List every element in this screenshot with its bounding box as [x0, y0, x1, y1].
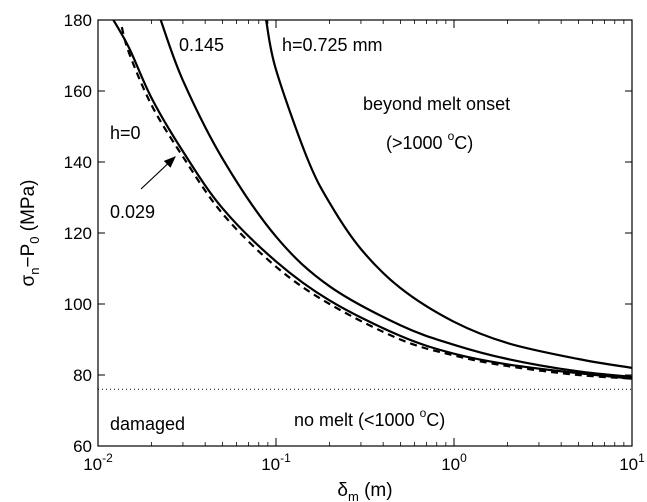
x-tick-label: 10-2 — [83, 451, 113, 474]
y-tick-label: 60 — [73, 437, 92, 456]
curve-label-0145: 0.145 — [179, 35, 224, 55]
curve-label-0029: 0.029 — [110, 202, 155, 222]
beyond-melt-temp-label: (>1000 oC) — [386, 129, 473, 153]
curves-layer — [112, 20, 632, 380]
y-tick-label: 140 — [64, 153, 92, 172]
curve-h-0_725 — [265, 20, 632, 369]
x-tick-label: 101 — [619, 451, 645, 474]
curve-label-0725: h=0.725 mm — [282, 35, 383, 55]
y-axis-label: σn−P0 (MPa) — [18, 180, 42, 287]
curve-label-h0: h=0 — [110, 123, 141, 143]
no-melt-label: no melt (<1000 oC) — [294, 406, 445, 430]
damaged-label: damaged — [110, 414, 185, 434]
x-axis-label: δm (m) — [337, 480, 392, 502]
curve-h-0_145 — [159, 20, 632, 378]
y-tick-label: 80 — [73, 366, 92, 385]
y-tick-label: 120 — [64, 224, 92, 243]
x-tick-label: 10-1 — [261, 451, 291, 474]
y-tick-label: 180 — [64, 11, 92, 30]
y-tick-label: 160 — [64, 82, 92, 101]
curve-h-0_029 — [112, 20, 632, 380]
pointer-arrow-0029 — [140, 156, 176, 190]
y-tick-label: 100 — [64, 295, 92, 314]
x-tick-label: 100 — [441, 451, 467, 474]
axis-ticks: 60 80 100 120 140 160 180 10-2 10-1 100 101 — [64, 11, 645, 474]
plot-frame — [97, 19, 633, 447]
beyond-melt-onset-label: beyond melt onset — [363, 94, 510, 114]
